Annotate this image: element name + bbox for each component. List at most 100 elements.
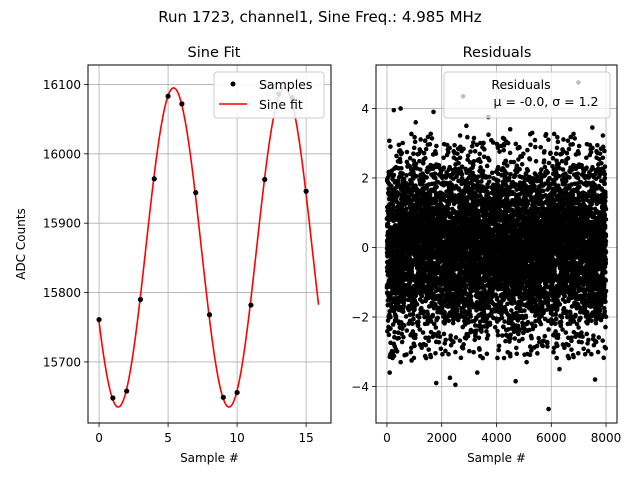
residual-point <box>471 349 476 355</box>
residual-point <box>502 319 507 324</box>
residual-point <box>385 221 391 226</box>
residual-point <box>391 172 397 178</box>
residual-point <box>404 149 410 155</box>
residual-point <box>443 337 448 343</box>
residual-point <box>404 328 410 333</box>
residual-point <box>514 351 520 357</box>
sine-fit-xtick-label: 0 <box>95 431 103 445</box>
residual-point <box>475 174 481 179</box>
residual-point <box>465 333 471 339</box>
residual-point <box>391 353 397 359</box>
residual-point <box>398 159 403 165</box>
residual-point <box>401 334 406 340</box>
residual-point <box>496 343 502 349</box>
residual-point <box>423 335 428 341</box>
residual-point <box>416 319 421 325</box>
residual-point <box>435 315 441 321</box>
residual-point <box>512 336 518 341</box>
sine-fit-xtick-label: 5 <box>164 431 172 445</box>
residual-point <box>422 314 427 320</box>
sample-point <box>193 190 199 196</box>
residual-point <box>452 142 457 148</box>
residual-point <box>469 144 475 149</box>
residual-point <box>501 147 507 153</box>
residual-point <box>396 335 402 341</box>
residual-point <box>424 175 429 180</box>
residual-point <box>438 346 444 352</box>
sine-fit-legend: Samples Sine fit <box>213 71 325 119</box>
sample-point <box>124 388 130 394</box>
residual-point <box>453 335 459 340</box>
residual-point <box>403 285 408 290</box>
residual-point <box>446 318 452 324</box>
sine-fit-ytick-label: 16000 <box>43 147 81 161</box>
sine-fit-title: Sine Fit <box>188 45 241 61</box>
residual-point <box>484 329 489 334</box>
residual-point <box>423 355 429 361</box>
sample-point <box>110 395 116 401</box>
residual-point <box>393 316 399 321</box>
residual-point <box>478 159 483 165</box>
residual-point <box>390 322 396 327</box>
residual-point <box>414 302 420 307</box>
residual-point <box>386 186 391 192</box>
residual-point <box>427 192 433 198</box>
sine-fit-axes-frame <box>87 64 332 424</box>
residual-point <box>508 353 513 359</box>
residual-point <box>399 339 405 345</box>
residual-point <box>412 134 417 140</box>
sample-point <box>234 389 240 396</box>
residual-point <box>417 327 423 332</box>
residual-point <box>439 306 445 312</box>
residual-point <box>388 144 393 149</box>
residual-point <box>477 347 482 352</box>
residual-point <box>430 312 436 318</box>
residual-point <box>496 347 502 353</box>
residual-point <box>440 352 445 357</box>
residual-point <box>441 155 446 161</box>
sample-point <box>248 302 254 308</box>
residual-point <box>427 142 433 147</box>
sine-fit-panel: Sine Fit 0 5 10 151570015800159001600016100… <box>14 45 332 465</box>
residual-point <box>419 293 425 299</box>
residual-point <box>511 212 517 218</box>
residual-point <box>401 323 407 328</box>
residual-point <box>428 354 434 360</box>
residual-point <box>423 342 429 348</box>
residual-point <box>507 150 513 156</box>
residual-point <box>388 326 393 331</box>
residual-point <box>434 143 439 149</box>
residual-point <box>422 155 428 161</box>
legend-sine-fit-label: Sine fit <box>259 97 303 112</box>
residual-point <box>484 351 490 357</box>
residual-point <box>423 146 429 152</box>
residual-point <box>457 338 463 343</box>
residual-point <box>495 328 500 334</box>
residual-point <box>487 174 492 180</box>
residual-point <box>408 349 414 355</box>
residual-point <box>410 329 416 334</box>
residual-point <box>409 181 415 187</box>
residual-point <box>404 172 409 178</box>
residual-point <box>486 157 492 163</box>
residual-point <box>461 342 466 347</box>
residual-point <box>441 331 447 337</box>
residual-point <box>428 319 434 324</box>
residual-point <box>460 345 466 351</box>
residual-point <box>433 198 439 204</box>
residual-point <box>432 171 438 177</box>
sample-point <box>179 101 185 107</box>
residual-point <box>495 355 500 361</box>
residual-point <box>479 179 484 184</box>
residual-point <box>448 333 453 338</box>
residual-point <box>391 207 396 212</box>
residual-point <box>499 315 505 321</box>
residual-point <box>503 158 509 164</box>
residual-point <box>476 213 482 219</box>
residual-point <box>395 330 401 335</box>
residual-point <box>394 153 399 159</box>
residual-point <box>495 178 501 184</box>
residual-point <box>390 349 396 355</box>
sine-fit-ytick-label: 15900 <box>43 217 81 231</box>
